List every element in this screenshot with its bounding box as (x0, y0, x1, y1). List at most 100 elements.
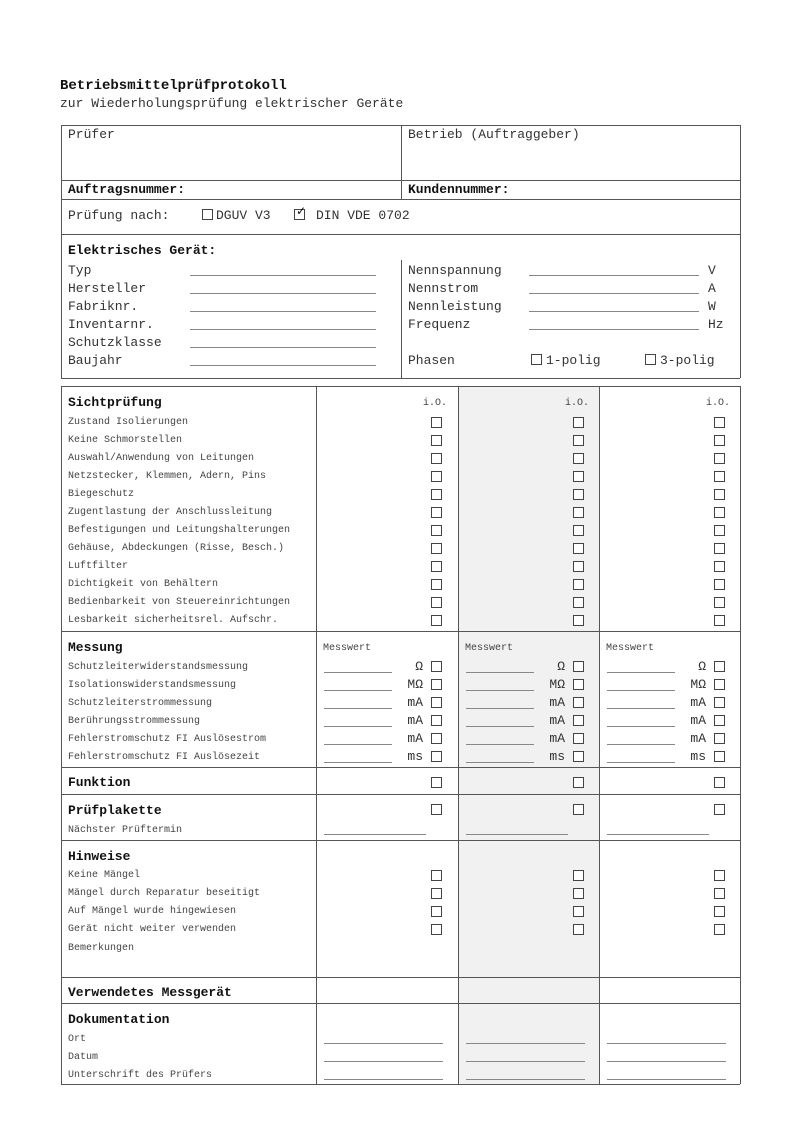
io-checkbox[interactable] (714, 417, 725, 428)
messwert-input[interactable] (324, 744, 392, 745)
io-checkbox[interactable] (573, 507, 584, 518)
din-vde-checkbox[interactable] (294, 204, 306, 220)
pruefplakette-checkbox[interactable] (573, 804, 584, 815)
io-checkbox[interactable] (714, 453, 725, 464)
prueftermin-input[interactable] (466, 834, 568, 835)
io-checkbox[interactable] (573, 417, 584, 428)
field-input[interactable] (190, 293, 376, 294)
messwert-input[interactable] (466, 744, 534, 745)
io-checkbox[interactable] (431, 525, 442, 536)
messwert-input[interactable] (607, 744, 675, 745)
3-polig-checkbox[interactable] (645, 354, 656, 365)
hinweis-checkbox[interactable] (431, 888, 442, 899)
messwert-input[interactable] (466, 690, 534, 691)
io-checkbox[interactable] (431, 453, 442, 464)
io-checkbox[interactable] (573, 435, 584, 446)
dguv-checkbox[interactable] (202, 209, 213, 220)
dokumentation-input[interactable] (607, 1043, 726, 1044)
messwert-input[interactable] (466, 672, 534, 673)
messwert-input[interactable] (324, 708, 392, 709)
messung-checkbox[interactable] (573, 697, 584, 708)
io-checkbox[interactable] (431, 489, 442, 500)
io-checkbox[interactable] (573, 615, 584, 626)
dokumentation-input[interactable] (466, 1061, 585, 1062)
messung-checkbox[interactable] (431, 733, 442, 744)
messwert-input[interactable] (324, 762, 392, 763)
io-checkbox[interactable] (714, 435, 725, 446)
hinweis-checkbox[interactable] (714, 924, 725, 935)
messung-checkbox[interactable] (431, 697, 442, 708)
funktion-checkbox[interactable] (431, 777, 442, 788)
messwert-input[interactable] (607, 708, 675, 709)
io-checkbox[interactable] (431, 471, 442, 482)
messwert-input[interactable] (466, 726, 534, 727)
io-checkbox[interactable] (431, 435, 442, 446)
dokumentation-input[interactable] (466, 1079, 585, 1080)
hinweis-checkbox[interactable] (573, 888, 584, 899)
messung-checkbox[interactable] (714, 715, 725, 726)
field-input[interactable] (190, 365, 376, 366)
field-input[interactable] (529, 311, 699, 312)
io-checkbox[interactable] (431, 597, 442, 608)
messung-checkbox[interactable] (431, 751, 442, 762)
messung-checkbox[interactable] (714, 733, 725, 744)
field-input[interactable] (190, 311, 376, 312)
io-checkbox[interactable] (714, 507, 725, 518)
io-checkbox[interactable] (714, 615, 725, 626)
messung-checkbox[interactable] (431, 679, 442, 690)
hinweis-checkbox[interactable] (573, 906, 584, 917)
io-checkbox[interactable] (431, 579, 442, 590)
messung-checkbox[interactable] (714, 661, 725, 672)
io-checkbox[interactable] (714, 543, 725, 554)
hinweis-checkbox[interactable] (431, 906, 442, 917)
io-checkbox[interactable] (431, 615, 442, 626)
field-input[interactable] (190, 347, 376, 348)
pruefplakette-checkbox[interactable] (431, 804, 442, 815)
messwert-input[interactable] (324, 690, 392, 691)
io-checkbox[interactable] (714, 525, 725, 536)
prueftermin-input[interactable] (324, 834, 426, 835)
messung-checkbox[interactable] (573, 733, 584, 744)
field-input[interactable] (529, 293, 699, 294)
messung-checkbox[interactable] (573, 715, 584, 726)
hinweis-checkbox[interactable] (714, 906, 725, 917)
1-polig-checkbox[interactable] (531, 354, 542, 365)
io-checkbox[interactable] (573, 561, 584, 572)
messwert-input[interactable] (607, 726, 675, 727)
dokumentation-input[interactable] (324, 1043, 443, 1044)
hinweis-checkbox[interactable] (431, 870, 442, 881)
io-checkbox[interactable] (573, 525, 584, 536)
io-checkbox[interactable] (714, 489, 725, 500)
hinweis-checkbox[interactable] (431, 924, 442, 935)
messwert-input[interactable] (607, 690, 675, 691)
messung-checkbox[interactable] (714, 679, 725, 690)
io-checkbox[interactable] (714, 579, 725, 590)
messwert-input[interactable] (607, 672, 675, 673)
dokumentation-input[interactable] (607, 1061, 726, 1062)
messwert-input[interactable] (466, 762, 534, 763)
field-input[interactable] (529, 275, 699, 276)
io-checkbox[interactable] (714, 561, 725, 572)
messung-checkbox[interactable] (431, 661, 442, 672)
io-checkbox[interactable] (573, 453, 584, 464)
pruefplakette-checkbox[interactable] (714, 804, 725, 815)
io-checkbox[interactable] (431, 417, 442, 428)
io-checkbox[interactable] (714, 597, 725, 608)
io-checkbox[interactable] (573, 579, 584, 590)
messwert-input[interactable] (466, 708, 534, 709)
hinweis-checkbox[interactable] (714, 870, 725, 881)
field-input[interactable] (190, 329, 376, 330)
field-input[interactable] (190, 275, 376, 276)
dokumentation-input[interactable] (466, 1043, 585, 1044)
io-checkbox[interactable] (714, 471, 725, 482)
io-checkbox[interactable] (431, 543, 442, 554)
field-input[interactable] (529, 329, 699, 330)
io-checkbox[interactable] (573, 597, 584, 608)
io-checkbox[interactable] (573, 543, 584, 554)
hinweis-checkbox[interactable] (573, 924, 584, 935)
dokumentation-input[interactable] (324, 1079, 443, 1080)
prueftermin-input[interactable] (607, 834, 709, 835)
io-checkbox[interactable] (431, 561, 442, 572)
dokumentation-input[interactable] (607, 1079, 726, 1080)
hinweis-checkbox[interactable] (573, 870, 584, 881)
